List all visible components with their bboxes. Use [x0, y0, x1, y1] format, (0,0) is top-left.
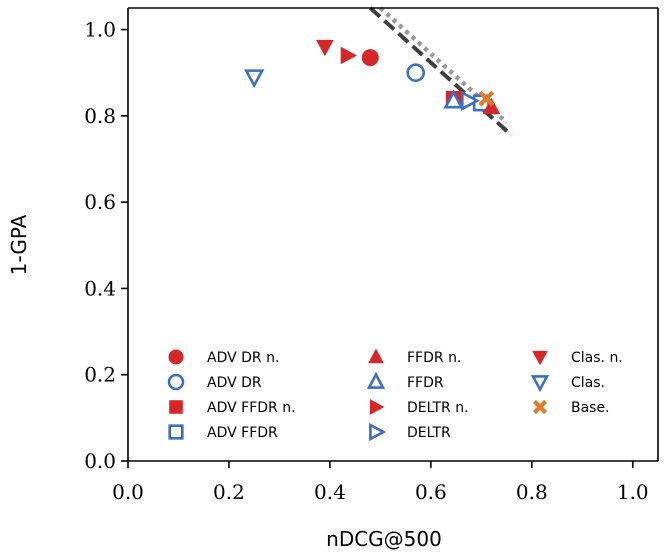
legend-label-deltr: DELTR: [407, 425, 451, 441]
legend-marker-clas: [530, 375, 550, 393]
legend-marker-ffdr-n: [368, 348, 384, 364]
point-clas-n: [316, 39, 334, 57]
reference-line-dashed: [368, 6, 513, 137]
reference-line-dotted: [378, 6, 509, 124]
legend-label-adv-ffdr-n: ADV FFDR n.: [207, 400, 296, 416]
x-axis-label: nDCG@500: [326, 527, 442, 551]
legend-label-ffdr: FFDR: [407, 375, 444, 391]
legend-marker-adv-ffdr: [168, 424, 184, 440]
point-adv-dr-n: [361, 49, 379, 67]
legend-marker-deltr-n: [369, 399, 385, 415]
y-tick-label: 0.6: [84, 190, 116, 214]
y-axis-label: 1-GPA: [7, 214, 31, 275]
legend-label-clas-n: Clas. n.: [571, 350, 623, 366]
point-ffdr: [443, 89, 464, 109]
legend-marker-deltr: [369, 422, 387, 442]
legend: ADV DR n. ADV DR ADV FFDR n. ADV FFDR FFDR n…: [167, 348, 623, 442]
point-base: [478, 90, 495, 107]
legend-marker-clas-n: [532, 350, 548, 366]
y-tick-label: 0.2: [84, 363, 116, 387]
x-tick-label: 0.4: [314, 480, 346, 504]
plot-area: [244, 6, 513, 137]
legend-label-adv-ffdr: ADV FFDR: [207, 425, 278, 441]
axes: 0.0 0.2 0.4 0.6 0.8 1.0 0.0 0.2 0.4 0.6 0.8 1.0: [84, 7, 659, 504]
y-tick-label: 0.4: [84, 276, 116, 300]
y-tick-label: 0.8: [84, 104, 116, 128]
point-deltr: [461, 90, 480, 111]
legend-label-clas: Clas.: [571, 375, 605, 391]
legend-marker-adv-dr: [167, 373, 185, 391]
x-tick-label: 0.8: [516, 480, 548, 504]
x-tick-label: 0.6: [415, 480, 447, 504]
point-clas: [244, 69, 265, 89]
x-tick-label: 1.0: [617, 480, 649, 504]
point-deltr-n: [340, 46, 358, 65]
legend-label-deltr-n: DELTR n.: [407, 400, 469, 416]
legend-marker-ffdr: [366, 371, 386, 389]
x-tick-label: 0.0: [112, 480, 144, 504]
legend-marker-adv-ffdr-n: [169, 400, 183, 414]
x-tick-label: 0.2: [213, 480, 245, 504]
point-adv-dr: [406, 63, 426, 83]
y-tick-label: 0.0: [84, 449, 116, 473]
legend-marker-adv-dr-n: [168, 349, 184, 365]
legend-label-ffdr-n: FFDR n.: [407, 350, 461, 366]
legend-label-adv-dr: ADV DR: [207, 375, 262, 391]
legend-marker-base: [532, 399, 548, 415]
y-tick-label: 1.0: [84, 18, 116, 42]
legend-label-adv-dr-n: ADV DR n.: [207, 350, 279, 366]
legend-label-base: Base.: [571, 400, 610, 416]
